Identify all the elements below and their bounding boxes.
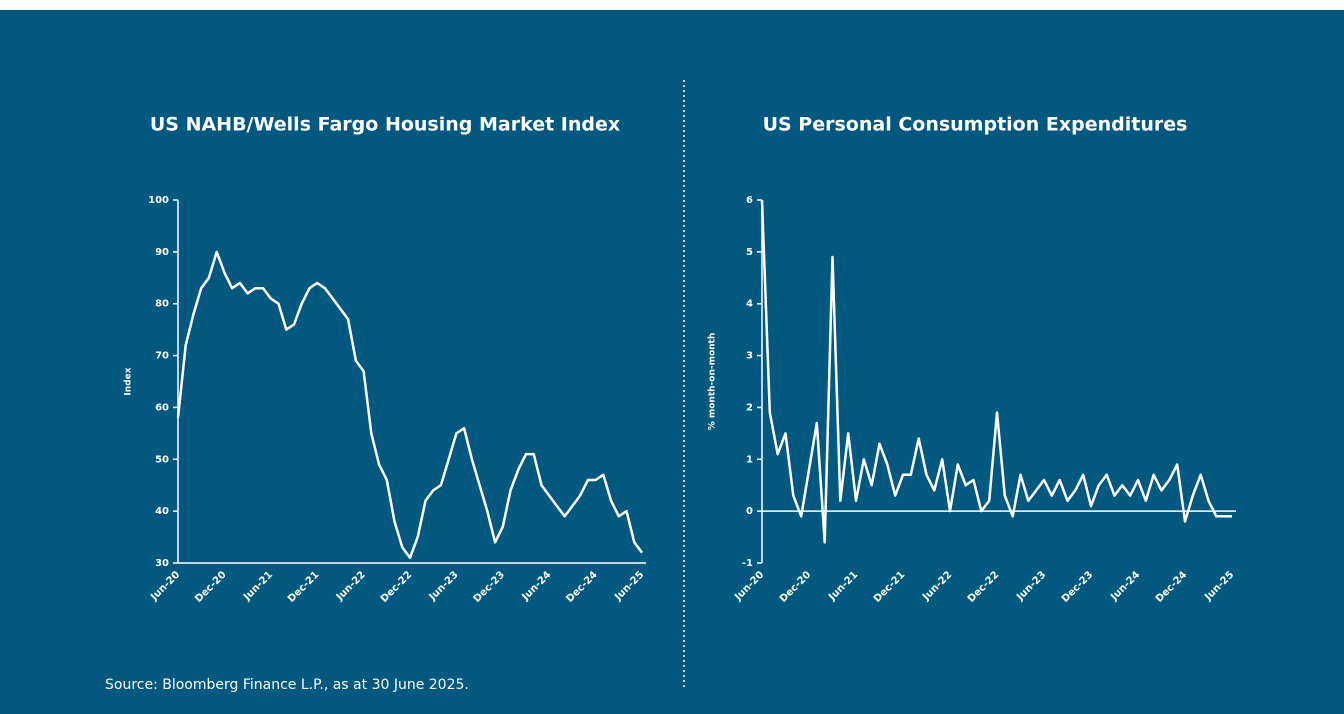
y-axis-label: % month-on-month [708,333,718,431]
y-tick-label: 6 [746,195,753,206]
y-tick-label: 50 [155,454,169,465]
y-tick-label: 30 [155,558,169,569]
y-tick-label: 3 [746,351,753,362]
chart-title: US Personal Consumption Expenditures [763,114,1188,136]
y-tick-label: 4 [746,299,753,310]
y-tick-label: 0 [746,506,753,517]
y-tick-label: 40 [155,506,169,517]
background [0,10,1344,714]
data-line [176,250,644,560]
chart-title: US NAHB/Wells Fargo Housing Market Index [150,114,620,136]
y-axis-label: Index [124,367,134,395]
y-tick-label: 2 [746,402,753,413]
y-tick-label: -1 [742,558,753,569]
y-tick-label: 70 [155,351,169,362]
data-line [760,199,1232,544]
y-tick-label: 1 [746,454,753,465]
y-tick-label: 90 [155,247,169,258]
y-tick-label: 100 [148,195,169,206]
y-tick-label: 5 [746,247,753,258]
source: Source: Bloomberg Finance L.P., as at 30… [105,677,469,693]
y-tick-label: 60 [155,402,169,413]
y-tick-label: 80 [155,299,169,310]
